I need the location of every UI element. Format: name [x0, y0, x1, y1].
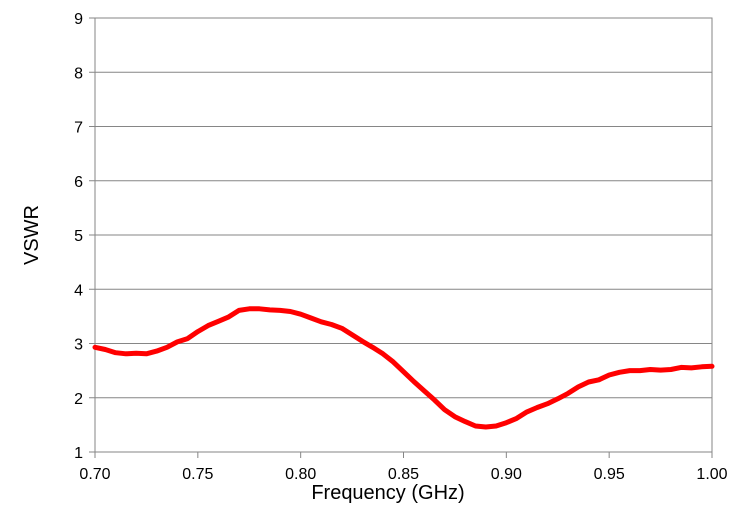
y-tick-label: 8 — [74, 65, 83, 82]
gridlines — [95, 17, 712, 399]
x-tick-label: 0.80 — [285, 466, 316, 483]
series-layer — [92, 306, 715, 430]
y-axis-title: VSWR — [21, 205, 43, 265]
x-tick-label: 1.00 — [696, 466, 727, 483]
x-axis-title: Frequency (GHz) — [311, 482, 464, 504]
y-axis: 1 2 3 4 5 6 7 8 9 — [74, 11, 95, 462]
y-tick-label: 9 — [74, 11, 83, 28]
y-tick-label: 4 — [74, 282, 83, 299]
y-tick-label: 5 — [74, 228, 83, 245]
x-tick-label: 0.90 — [491, 466, 522, 483]
vswr-series-line — [92, 306, 715, 430]
x-tick-label: 0.75 — [182, 466, 213, 483]
y-tick-label: 1 — [74, 445, 83, 462]
y-tick-label: 6 — [74, 174, 83, 191]
x-tick-label: 0.95 — [594, 466, 625, 483]
x-tick-label: 0.70 — [79, 466, 110, 483]
x-tick-label: 0.85 — [388, 466, 419, 483]
y-tick-label: 2 — [74, 391, 83, 408]
y-tick-label: 3 — [74, 337, 83, 354]
y-tick-label: 7 — [74, 120, 83, 137]
x-axis: 0.70 0.75 0.80 0.85 0.90 0.95 1.00 — [79, 452, 728, 483]
